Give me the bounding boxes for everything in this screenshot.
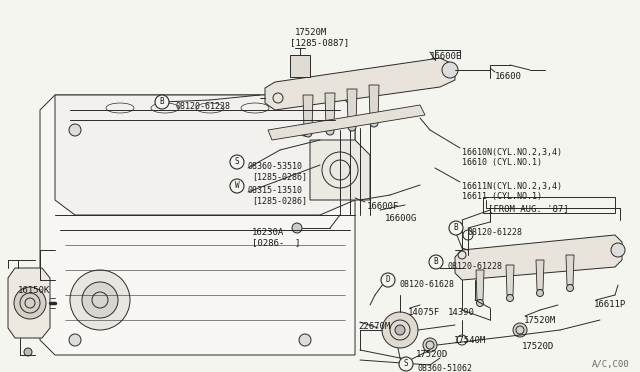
Text: 16150K: 16150K	[18, 286, 51, 295]
Circle shape	[230, 155, 244, 169]
Circle shape	[513, 323, 527, 337]
Polygon shape	[455, 235, 622, 280]
Text: 16600: 16600	[495, 72, 522, 81]
Text: 22670M: 22670M	[358, 322, 390, 331]
Polygon shape	[325, 93, 335, 128]
Circle shape	[399, 357, 413, 371]
Text: 08120-61228: 08120-61228	[175, 102, 230, 111]
Circle shape	[370, 119, 378, 127]
Bar	[290, 55, 310, 77]
Polygon shape	[303, 95, 313, 130]
Circle shape	[611, 243, 625, 257]
Polygon shape	[310, 140, 370, 200]
Text: 16600E: 16600E	[430, 52, 462, 61]
Text: 08315-13510: 08315-13510	[248, 186, 303, 195]
Circle shape	[566, 285, 573, 292]
Text: 16230A: 16230A	[252, 228, 284, 237]
Text: 08120-61628: 08120-61628	[400, 280, 455, 289]
Circle shape	[429, 255, 443, 269]
Polygon shape	[536, 260, 544, 290]
Circle shape	[299, 334, 311, 346]
Text: B: B	[434, 257, 438, 266]
Text: B: B	[454, 224, 458, 232]
Polygon shape	[476, 270, 484, 300]
Text: S: S	[235, 157, 239, 167]
Polygon shape	[268, 105, 425, 140]
Text: [1285-0286]: [1285-0286]	[252, 172, 307, 181]
Circle shape	[70, 270, 130, 330]
Text: 16610N(CYL.NO.2,3,4): 16610N(CYL.NO.2,3,4)	[462, 148, 562, 157]
Circle shape	[536, 289, 543, 296]
Text: 17520D: 17520D	[522, 342, 554, 351]
Text: 08360-53510: 08360-53510	[248, 162, 303, 171]
Circle shape	[506, 295, 513, 301]
Circle shape	[395, 325, 405, 335]
Text: 08120-61228: 08120-61228	[448, 262, 503, 271]
Circle shape	[69, 334, 81, 346]
Circle shape	[382, 312, 418, 348]
Text: 17540M: 17540M	[454, 336, 486, 345]
Text: 17520D: 17520D	[416, 350, 448, 359]
Text: 16600G: 16600G	[385, 214, 417, 223]
Text: A/C,C00: A/C,C00	[592, 360, 630, 369]
Text: [1285-0887]: [1285-0887]	[290, 38, 349, 47]
Text: 14075F: 14075F	[408, 308, 440, 317]
Circle shape	[477, 299, 483, 307]
Text: 17520M: 17520M	[295, 28, 327, 37]
Circle shape	[348, 123, 356, 131]
Text: 16600F: 16600F	[367, 202, 399, 211]
Text: W: W	[235, 182, 239, 190]
Text: 17520M: 17520M	[524, 316, 556, 325]
Circle shape	[230, 179, 244, 193]
Text: 14390: 14390	[448, 308, 475, 317]
Polygon shape	[40, 95, 355, 355]
Circle shape	[24, 348, 32, 356]
Circle shape	[326, 127, 334, 135]
Polygon shape	[566, 255, 574, 285]
Text: S: S	[404, 359, 408, 369]
Circle shape	[304, 129, 312, 137]
Text: 16611P: 16611P	[594, 300, 627, 309]
Circle shape	[155, 95, 169, 109]
Circle shape	[299, 124, 311, 136]
Circle shape	[442, 62, 458, 78]
Polygon shape	[265, 58, 455, 110]
Circle shape	[449, 221, 463, 235]
Polygon shape	[55, 95, 355, 215]
Circle shape	[69, 124, 81, 136]
Text: 16611N(CYL.NO.2,3,4): 16611N(CYL.NO.2,3,4)	[462, 182, 562, 191]
Polygon shape	[369, 85, 379, 120]
Circle shape	[82, 282, 118, 318]
Polygon shape	[506, 265, 514, 295]
Text: [1285-0286]: [1285-0286]	[252, 196, 307, 205]
Circle shape	[14, 287, 46, 319]
Text: [FROM AUG. '87]: [FROM AUG. '87]	[488, 204, 568, 213]
Text: 08120-61228: 08120-61228	[468, 228, 523, 237]
Circle shape	[292, 223, 302, 233]
Text: D: D	[386, 276, 390, 285]
Text: [0286-  ]: [0286- ]	[252, 238, 300, 247]
Text: 16610 (CYL.NO.1): 16610 (CYL.NO.1)	[462, 158, 542, 167]
Circle shape	[423, 338, 437, 352]
Polygon shape	[347, 89, 357, 124]
Text: 08360-51062: 08360-51062	[418, 364, 473, 372]
Polygon shape	[8, 268, 50, 338]
Text: B: B	[160, 97, 164, 106]
Circle shape	[381, 273, 395, 287]
Text: 16611 (CYL.NO.1): 16611 (CYL.NO.1)	[462, 192, 542, 201]
